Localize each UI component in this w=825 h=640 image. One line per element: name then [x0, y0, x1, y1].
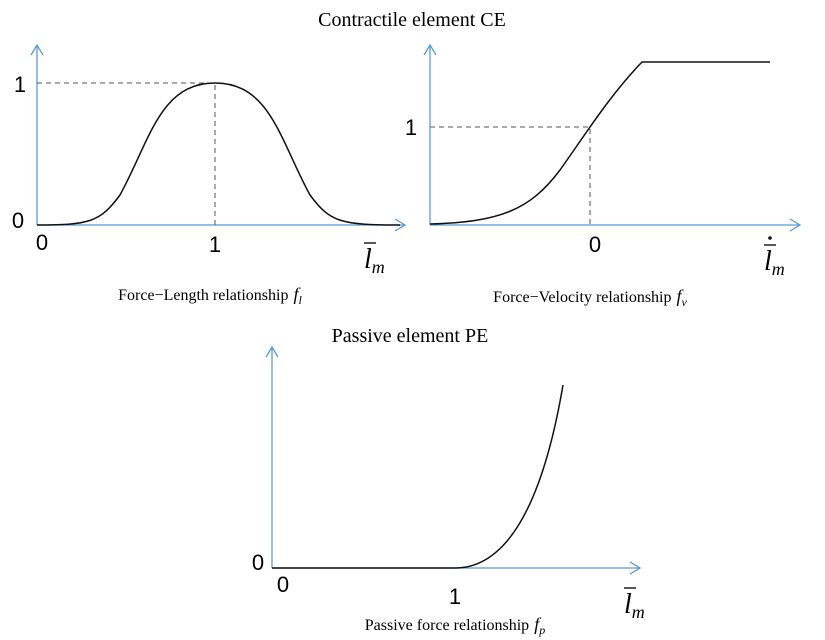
axis-label: lm: [364, 244, 385, 277]
section-title: Passive element PE: [332, 325, 489, 347]
x-tick-label: 0: [277, 572, 289, 597]
guide-line: [430, 126, 591, 225]
dot: [768, 236, 772, 240]
curve: [272, 384, 564, 569]
axis-label: lm: [764, 246, 785, 279]
curve: [429, 61, 770, 225]
y-tick-label: 0: [252, 550, 264, 575]
axes: [423, 43, 802, 232]
guide-line: [37, 82, 216, 225]
x-tick-label: 0: [589, 232, 601, 257]
panel: 1 0 0 1 lm Force−Length relationship fl: [12, 43, 407, 307]
x-tick-label: 1: [449, 584, 461, 609]
caption: Force−Length relationship fl: [118, 284, 302, 307]
axes: [30, 43, 407, 232]
y-tick-label: 1: [405, 115, 417, 140]
y-tick-label: 1: [14, 72, 26, 97]
axes: [265, 345, 642, 575]
section-title: Contractile element CE: [318, 9, 506, 31]
y-tick-label: 0: [12, 208, 24, 233]
panel: 1 0 lm Force−Velocity relationship fv: [405, 43, 802, 309]
x-tick-label: 0: [36, 230, 48, 255]
caption: Passive force relationship fp: [365, 614, 545, 637]
axis-label: lm: [624, 589, 645, 622]
curve: [36, 82, 401, 226]
panel: 0 0 1 lm Passive force relationship fp: [252, 345, 645, 637]
x-tick-label: 1: [209, 232, 221, 257]
caption: Force−Velocity relationship fv: [493, 286, 687, 309]
